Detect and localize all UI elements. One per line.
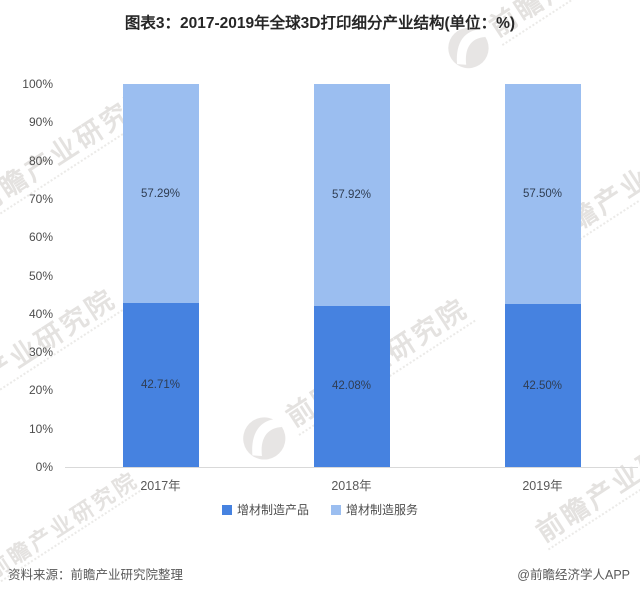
- y-axis-tick-label: 0%: [35, 460, 53, 474]
- bar-segment-products: 42.50%: [504, 304, 581, 467]
- x-axis-labels: 2017年 2018年 2019年: [65, 475, 638, 494]
- y-axis-tick-label: 100%: [22, 77, 53, 91]
- plot-area: 57.29% 42.71% 57.92% 42.08% 57.50% 42.50%: [65, 84, 638, 468]
- y-axis-tick-label: 80%: [28, 153, 53, 168]
- bar-value-label: 42.50%: [522, 379, 562, 392]
- legend-swatch-icon: [331, 504, 341, 515]
- legend-label: 增材制造服务: [346, 503, 419, 517]
- bar-stack: 57.50% 42.50%: [504, 84, 581, 467]
- bar-column: 57.29% 42.71%: [65, 84, 256, 467]
- bar-segment-services: 57.92%: [313, 84, 390, 306]
- y-axis-tick-label: 50%: [28, 268, 53, 283]
- bar-segment-products: 42.08%: [313, 305, 390, 467]
- bar-value-label: 57.92%: [331, 188, 371, 201]
- source-note: 资料来源：前瞻产业研究院整理: [8, 568, 184, 582]
- bar-column: 57.92% 42.08%: [256, 84, 447, 467]
- legend-item: 增材制造服务: [331, 501, 418, 518]
- legend: 增材制造产品 增材制造服务: [0, 501, 640, 518]
- legend-item: 增材制造产品: [221, 501, 309, 518]
- y-axis-labels: 0% 10% 20% 30% 40% 50% 60% 70% 80% 90% 100%: [0, 77, 57, 474]
- legend-label: 增材制造产品: [236, 503, 309, 517]
- y-axis-tick-label: 90%: [28, 115, 53, 130]
- bar-column: 57.50% 42.50%: [447, 84, 638, 467]
- x-axis-label: 2017年: [140, 479, 181, 493]
- y-axis-tick-label: 20%: [28, 383, 53, 398]
- bar-value-label: 42.71%: [140, 379, 180, 392]
- y-axis-tick-label: 30%: [28, 345, 53, 360]
- plot-bars: 57.29% 42.71% 57.92% 42.08% 57.50% 42.50%: [65, 84, 638, 467]
- bar-value-label: 42.08%: [331, 380, 371, 393]
- chart-title: 图表3：2017-2019年全球3D打印细分产业结构(单位：%): [124, 15, 516, 32]
- bar-value-label: 57.29%: [140, 187, 180, 200]
- x-axis-label: 2019年: [522, 479, 563, 493]
- bar-segment-services: 57.50%: [504, 84, 581, 305]
- x-axis-label: 2018年: [331, 479, 372, 493]
- bar-stack: 57.92% 42.08%: [313, 84, 390, 467]
- y-axis-tick-label: 10%: [28, 421, 53, 436]
- bar-value-label: 57.50%: [522, 188, 562, 201]
- legend-swatch-icon: [221, 504, 232, 515]
- bar-stack: 57.29% 42.71%: [122, 84, 199, 467]
- y-axis-tick-label: 40%: [28, 306, 53, 321]
- credit-note: @前瞻经济学人APP: [517, 568, 630, 582]
- y-axis-tick-label: 60%: [28, 230, 53, 245]
- y-axis-tick-label: 70%: [28, 191, 53, 206]
- bar-segment-services: 57.29%: [122, 84, 199, 304]
- bar-segment-products: 42.71%: [122, 303, 199, 467]
